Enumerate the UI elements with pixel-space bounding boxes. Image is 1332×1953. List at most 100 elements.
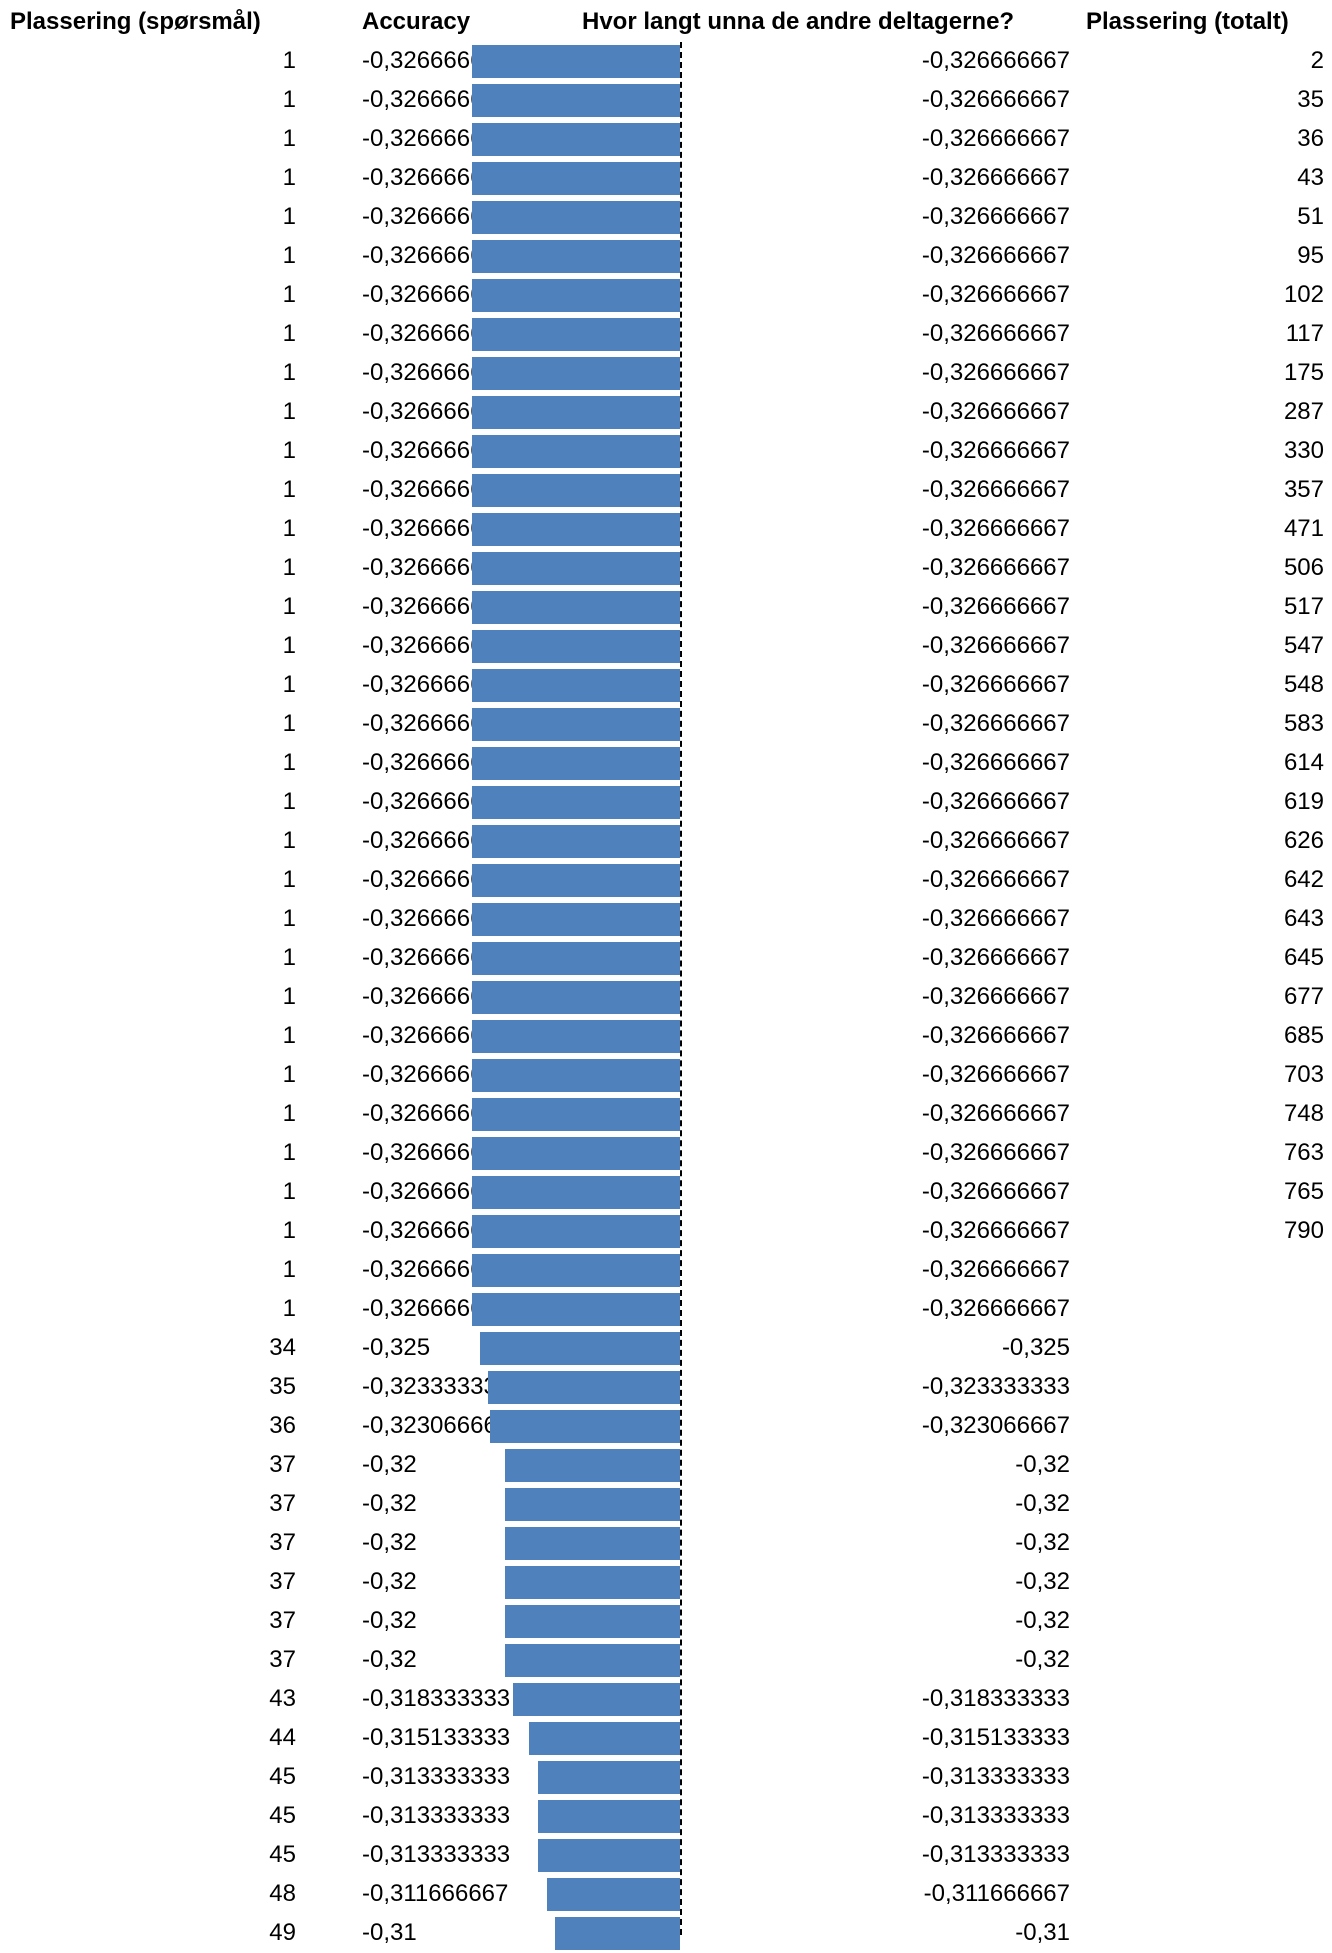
distance-cell[interactable]: -0,311666667 bbox=[923, 1880, 1070, 1907]
rank-total-cell[interactable]: 357 bbox=[1283, 476, 1324, 503]
rank-question-cell[interactable]: 45 bbox=[269, 1841, 296, 1868]
table-row[interactable]: 1 -0,326666667 -0,326666667 506 bbox=[0, 549, 1332, 588]
distance-cell[interactable]: -0,326666667 bbox=[921, 125, 1070, 152]
rank-question-cell[interactable]: 37 bbox=[269, 1529, 296, 1556]
table-row[interactable]: 49 -0,31 -0,31 bbox=[0, 1914, 1332, 1953]
table-row[interactable]: 1 -0,326666667 -0,326666667 117 bbox=[0, 315, 1332, 354]
distance-cell[interactable]: -0,326666667 bbox=[921, 281, 1070, 308]
header-accuracy[interactable]: Accuracy bbox=[362, 8, 471, 35]
rank-total-cell[interactable]: 583 bbox=[1283, 710, 1324, 737]
distance-cell[interactable]: -0,323333333 bbox=[921, 1373, 1070, 1400]
rank-question-cell[interactable]: 1 bbox=[282, 203, 296, 230]
table-row[interactable]: 36 -0,323066667 -0,323066667 bbox=[0, 1407, 1332, 1446]
distance-cell[interactable]: -0,326666667 bbox=[921, 866, 1070, 893]
distance-cell[interactable]: -0,326666667 bbox=[921, 86, 1070, 113]
table-row[interactable]: 35 -0,323333333 -0,323333333 bbox=[0, 1368, 1332, 1407]
distance-cell[interactable]: -0,315133333 bbox=[921, 1724, 1070, 1751]
distance-cell[interactable]: -0,326666667 bbox=[921, 437, 1070, 464]
table-row[interactable]: 48 -0,311666667 -0,311666667 bbox=[0, 1875, 1332, 1914]
rank-total-cell[interactable]: 703 bbox=[1283, 1061, 1324, 1088]
table-row[interactable]: 37 -0,32 -0,32 bbox=[0, 1446, 1332, 1485]
distance-cell[interactable]: -0,326666667 bbox=[921, 164, 1070, 191]
distance-cell[interactable]: -0,326666667 bbox=[921, 710, 1070, 737]
rank-question-cell[interactable]: 1 bbox=[282, 1256, 296, 1283]
distance-cell[interactable]: -0,32 bbox=[1015, 1607, 1070, 1634]
rank-question-cell[interactable]: 1 bbox=[282, 515, 296, 542]
rank-total-cell[interactable]: 330 bbox=[1283, 437, 1324, 464]
rank-total-cell[interactable]: 619 bbox=[1283, 788, 1324, 815]
rank-question-cell[interactable]: 1 bbox=[282, 827, 296, 854]
rank-question-cell[interactable]: 45 bbox=[269, 1802, 296, 1829]
accuracy-cell[interactable]: -0,32 bbox=[362, 1451, 417, 1478]
rank-question-cell[interactable]: 1 bbox=[282, 476, 296, 503]
distance-cell[interactable]: -0,326666667 bbox=[921, 905, 1070, 932]
rank-total-cell[interactable]: 645 bbox=[1283, 944, 1324, 971]
accuracy-cell[interactable]: -0,323066667 bbox=[362, 1412, 511, 1439]
distance-cell[interactable]: -0,31 bbox=[1015, 1919, 1070, 1946]
rank-question-cell[interactable]: 1 bbox=[282, 125, 296, 152]
rank-question-cell[interactable]: 1 bbox=[282, 593, 296, 620]
rank-total-cell[interactable]: 2 bbox=[1310, 47, 1324, 74]
table-row[interactable]: 1 -0,326666667 -0,326666667 43 bbox=[0, 159, 1332, 198]
rank-question-cell[interactable]: 1 bbox=[282, 47, 296, 74]
table-row[interactable]: 1 -0,326666667 -0,326666667 517 bbox=[0, 588, 1332, 627]
accuracy-cell[interactable]: -0,313333333 bbox=[362, 1763, 511, 1790]
accuracy-cell[interactable]: -0,31 bbox=[362, 1919, 417, 1946]
accuracy-cell[interactable]: -0,315133333 bbox=[362, 1724, 511, 1751]
rank-question-cell[interactable]: 1 bbox=[282, 320, 296, 347]
rank-question-cell[interactable]: 1 bbox=[282, 1217, 296, 1244]
rank-question-cell[interactable]: 43 bbox=[269, 1685, 296, 1712]
rank-question-cell[interactable]: 1 bbox=[282, 1178, 296, 1205]
rank-total-cell[interactable]: 765 bbox=[1283, 1178, 1324, 1205]
header-distance[interactable]: Hvor langt unna de andre deltagerne? bbox=[582, 8, 1015, 35]
rank-total-cell[interactable]: 35 bbox=[1297, 86, 1324, 113]
table-row[interactable]: 45 -0,313333333 -0,313333333 bbox=[0, 1797, 1332, 1836]
header-rank-total[interactable]: Plassering (totalt) bbox=[1086, 8, 1289, 35]
table-row[interactable]: 1 -0,326666667 -0,326666667 748 bbox=[0, 1095, 1332, 1134]
distance-cell[interactable]: -0,326666667 bbox=[921, 1178, 1070, 1205]
distance-cell[interactable]: -0,326666667 bbox=[921, 632, 1070, 659]
rank-question-cell[interactable]: 1 bbox=[282, 905, 296, 932]
rank-question-cell[interactable]: 1 bbox=[282, 1295, 296, 1322]
distance-cell[interactable]: -0,325 bbox=[1001, 1334, 1070, 1361]
rank-total-cell[interactable]: 471 bbox=[1283, 515, 1324, 542]
rank-total-cell[interactable]: 763 bbox=[1283, 1139, 1324, 1166]
distance-cell[interactable]: -0,326666667 bbox=[921, 359, 1070, 386]
rank-question-cell[interactable]: 48 bbox=[269, 1880, 296, 1907]
distance-cell[interactable]: -0,326666667 bbox=[921, 671, 1070, 698]
rank-question-cell[interactable]: 1 bbox=[282, 1139, 296, 1166]
table-row[interactable]: 1 -0,326666667 -0,326666667 330 bbox=[0, 432, 1332, 471]
header-rank-question[interactable]: Plassering (spørsmål) bbox=[10, 8, 261, 35]
rank-question-cell[interactable]: 37 bbox=[269, 1451, 296, 1478]
rank-total-cell[interactable]: 643 bbox=[1283, 905, 1324, 932]
distance-cell[interactable]: -0,32 bbox=[1015, 1451, 1070, 1478]
rank-total-cell[interactable]: 677 bbox=[1283, 983, 1324, 1010]
accuracy-cell[interactable]: -0,32 bbox=[362, 1529, 417, 1556]
rank-question-cell[interactable]: 1 bbox=[282, 671, 296, 698]
distance-cell[interactable]: -0,326666667 bbox=[921, 515, 1070, 542]
rank-question-cell[interactable]: 35 bbox=[269, 1373, 296, 1400]
distance-cell[interactable]: -0,313333333 bbox=[921, 1841, 1070, 1868]
rank-total-cell[interactable]: 517 bbox=[1283, 593, 1324, 620]
table-row[interactable]: 1 -0,326666667 -0,326666667 765 bbox=[0, 1173, 1332, 1212]
table-row[interactable]: 37 -0,32 -0,32 bbox=[0, 1563, 1332, 1602]
distance-cell[interactable]: -0,313333333 bbox=[921, 1802, 1070, 1829]
distance-cell[interactable]: -0,326666667 bbox=[921, 749, 1070, 776]
rank-question-cell[interactable]: 37 bbox=[269, 1490, 296, 1517]
table-row[interactable]: 1 -0,326666667 -0,326666667 287 bbox=[0, 393, 1332, 432]
distance-cell[interactable]: -0,326666667 bbox=[921, 1100, 1070, 1127]
rank-question-cell[interactable]: 36 bbox=[269, 1412, 296, 1439]
rank-question-cell[interactable]: 1 bbox=[282, 632, 296, 659]
accuracy-cell[interactable]: -0,313333333 bbox=[362, 1841, 511, 1868]
rank-question-cell[interactable]: 1 bbox=[282, 359, 296, 386]
table-row[interactable]: 1 -0,326666667 -0,326666667 619 bbox=[0, 783, 1332, 822]
rank-question-cell[interactable]: 1 bbox=[282, 788, 296, 815]
rank-question-cell[interactable]: 1 bbox=[282, 554, 296, 581]
table-row[interactable]: 1 -0,326666667 -0,326666667 51 bbox=[0, 198, 1332, 237]
table-row[interactable]: 43 -0,318333333 -0,318333333 bbox=[0, 1680, 1332, 1719]
distance-cell[interactable]: -0,32 bbox=[1015, 1529, 1070, 1556]
distance-cell[interactable]: -0,326666667 bbox=[921, 554, 1070, 581]
table-row[interactable]: 1 -0,326666667 -0,326666667 bbox=[0, 1290, 1332, 1329]
rank-total-cell[interactable]: 685 bbox=[1283, 1022, 1324, 1049]
rank-total-cell[interactable]: 790 bbox=[1283, 1217, 1324, 1244]
